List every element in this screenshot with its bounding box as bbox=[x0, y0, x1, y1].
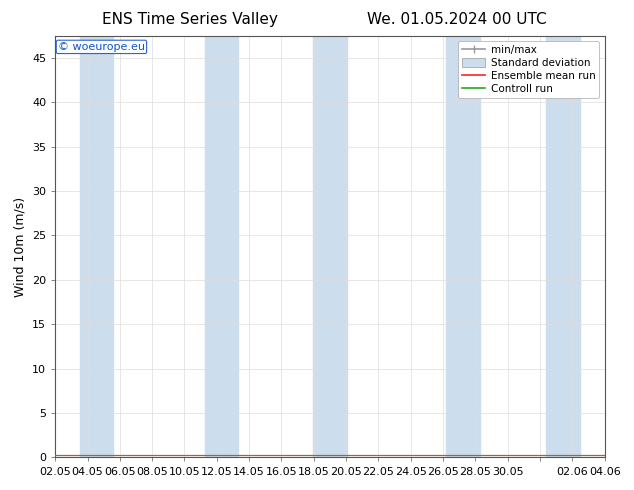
Bar bbox=[313, 36, 347, 458]
Bar bbox=[80, 36, 113, 458]
Text: ENS Time Series Valley: ENS Time Series Valley bbox=[102, 12, 278, 27]
Bar bbox=[547, 36, 579, 458]
Bar bbox=[205, 36, 238, 458]
Y-axis label: Wind 10m (m/s): Wind 10m (m/s) bbox=[13, 196, 27, 296]
Legend: min/max, Standard deviation, Ensemble mean run, Controll run: min/max, Standard deviation, Ensemble me… bbox=[458, 41, 599, 98]
Bar bbox=[446, 36, 480, 458]
Text: © woeurope.eu: © woeurope.eu bbox=[58, 42, 145, 52]
Text: We. 01.05.2024 00 UTC: We. 01.05.2024 00 UTC bbox=[366, 12, 547, 27]
